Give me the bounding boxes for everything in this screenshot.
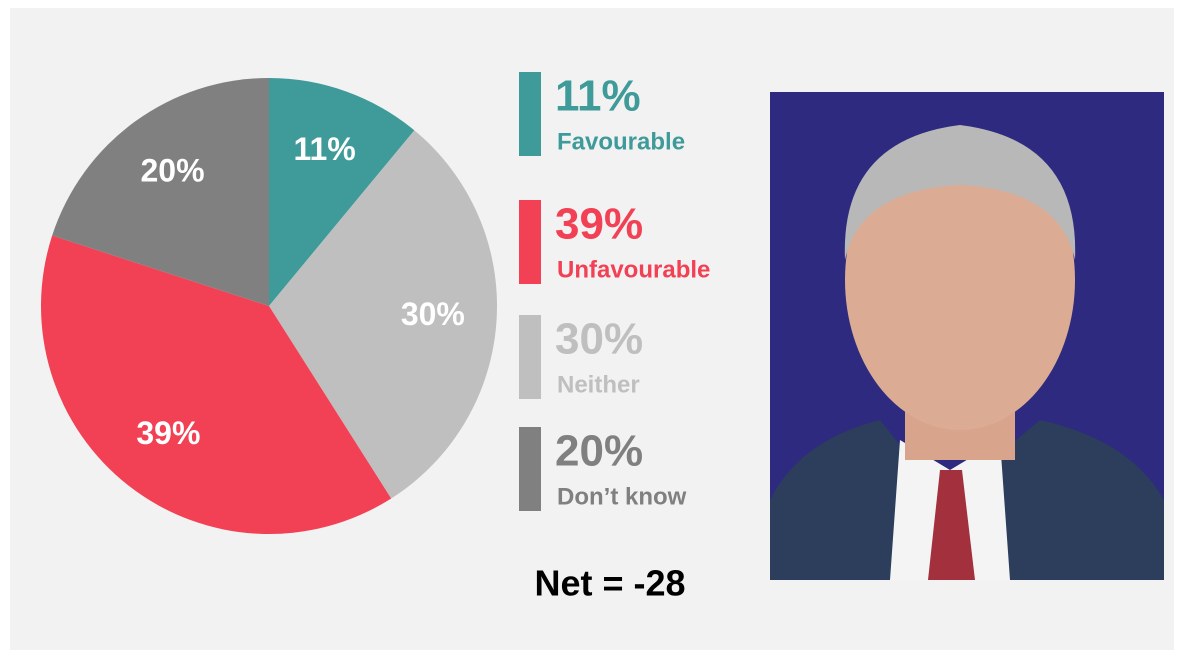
legend-swatch — [519, 315, 541, 399]
legend-label: Neither — [557, 371, 640, 398]
legend-label: Favourable — [557, 128, 685, 155]
photo — [770, 92, 1164, 580]
legend-swatch — [519, 72, 541, 156]
slice-label: 11% — [293, 131, 355, 167]
legend-swatch — [519, 427, 541, 511]
legend-swatch — [519, 200, 541, 284]
pie-slice — [269, 130, 497, 499]
slice-label: 20% — [140, 153, 204, 189]
pie-slice — [269, 78, 415, 306]
pie-slice — [52, 78, 269, 306]
legend-value: 30% — [555, 315, 643, 364]
net-annotation: Net = -28 — [534, 563, 685, 604]
legend-value: 39% — [555, 200, 643, 249]
legend-label: Unfavourable — [557, 256, 710, 283]
slice-label: 30% — [401, 296, 465, 332]
legend-label: Don’t know — [557, 483, 687, 510]
slice-label: 39% — [136, 415, 200, 451]
legend-value: 20% — [555, 427, 643, 476]
legend-value: 11% — [555, 72, 641, 121]
pie-slice — [40, 235, 392, 534]
